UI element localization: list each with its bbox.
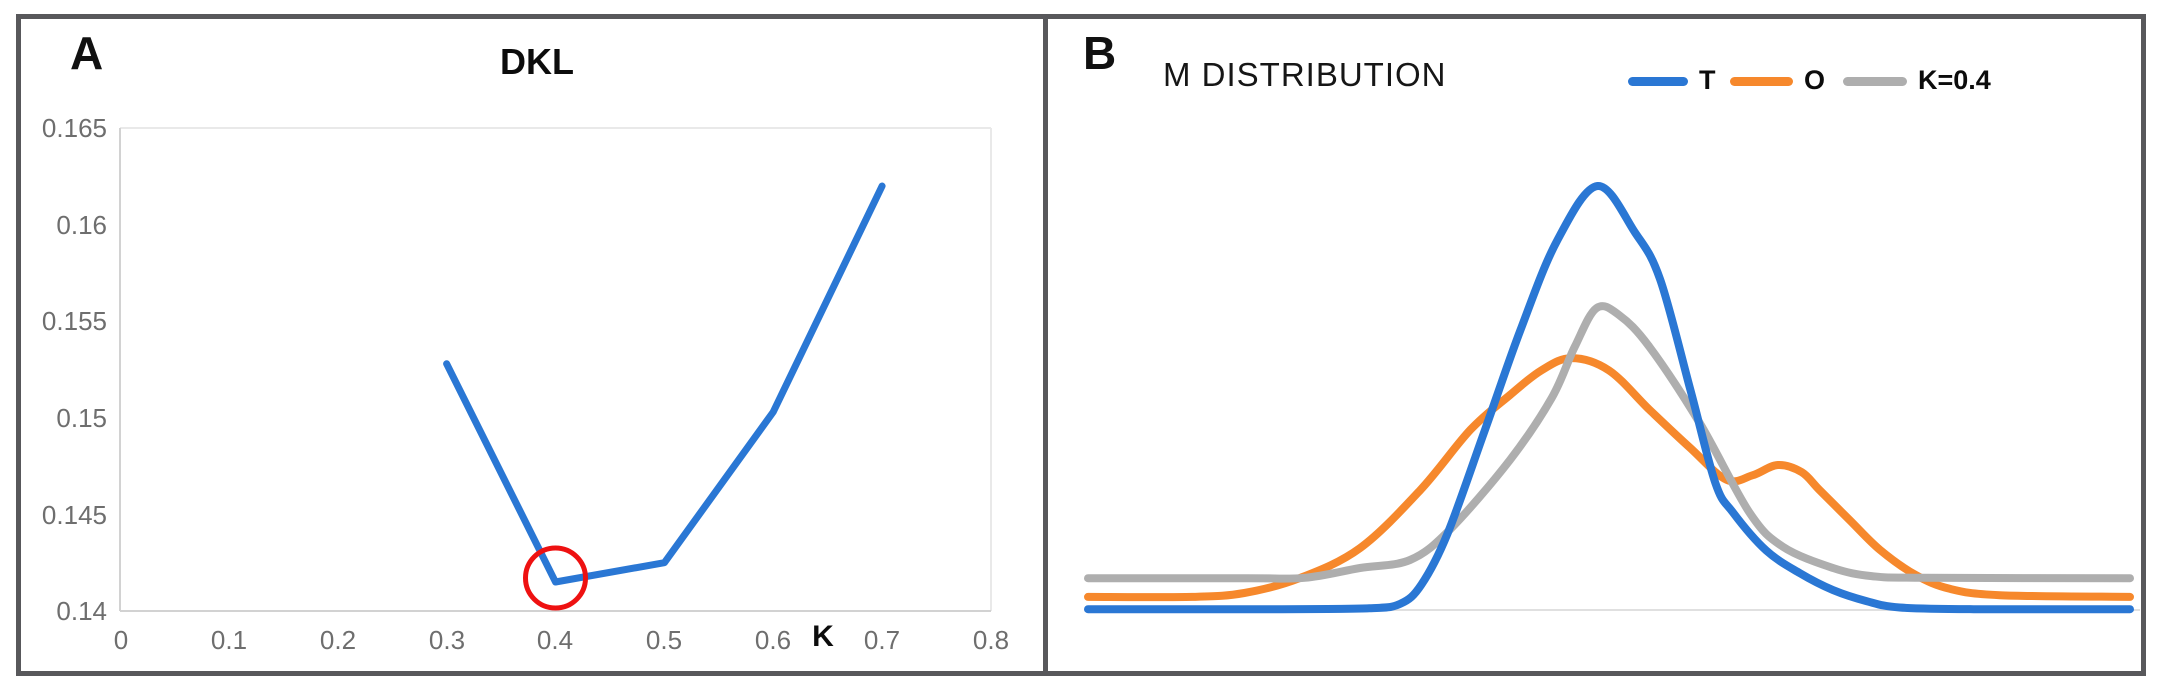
legend-label-o: O bbox=[1804, 65, 1826, 95]
panel-a-label: A bbox=[70, 27, 104, 79]
y-tick-label: 0.145 bbox=[41, 500, 107, 530]
x-tick-label: 0.3 bbox=[428, 625, 466, 655]
panel-b-label: B bbox=[1083, 27, 1117, 79]
distribution-curve-o bbox=[1084, 354, 2134, 602]
x-tick-label: 0.5 bbox=[645, 625, 683, 655]
y-tick-label: 0.15 bbox=[56, 403, 107, 433]
x-tick-label: 0.7 bbox=[863, 625, 901, 655]
y-tick-label: 0.155 bbox=[41, 306, 107, 336]
x-tick-label: 0.6 bbox=[754, 625, 792, 655]
panel-a-title: DKL bbox=[500, 41, 574, 82]
x-tick-label: 0.2 bbox=[319, 625, 357, 655]
legend-swatch-k04 bbox=[1843, 77, 1907, 86]
legend-label-t: T bbox=[1699, 65, 1716, 95]
y-tick-label: 0.165 bbox=[41, 113, 107, 143]
legend-swatch-o bbox=[1730, 77, 1793, 86]
minimum-highlight-circle bbox=[523, 545, 588, 611]
x-tick-label: 0.4 bbox=[536, 625, 574, 655]
panel-a-xaxis-label: K bbox=[812, 620, 834, 653]
x-tick-label: 0.8 bbox=[972, 625, 1010, 655]
legend-swatch-t bbox=[1628, 77, 1688, 86]
panel-b-title: M DISTRIBUTION bbox=[1163, 56, 1447, 93]
distribution-curve-k04 bbox=[1084, 302, 2134, 583]
x-tick-label: 0 bbox=[113, 625, 129, 655]
x-tick-label: 0.1 bbox=[210, 625, 248, 655]
dkl-line-series bbox=[443, 182, 886, 586]
y-tick-label: 0.16 bbox=[56, 210, 107, 240]
distribution-curve-t bbox=[1084, 182, 2134, 614]
panel-divider bbox=[1043, 14, 1048, 676]
y-tick-label: 0.14 bbox=[56, 596, 107, 626]
legend-label-k04: K=0.4 bbox=[1918, 65, 1991, 95]
